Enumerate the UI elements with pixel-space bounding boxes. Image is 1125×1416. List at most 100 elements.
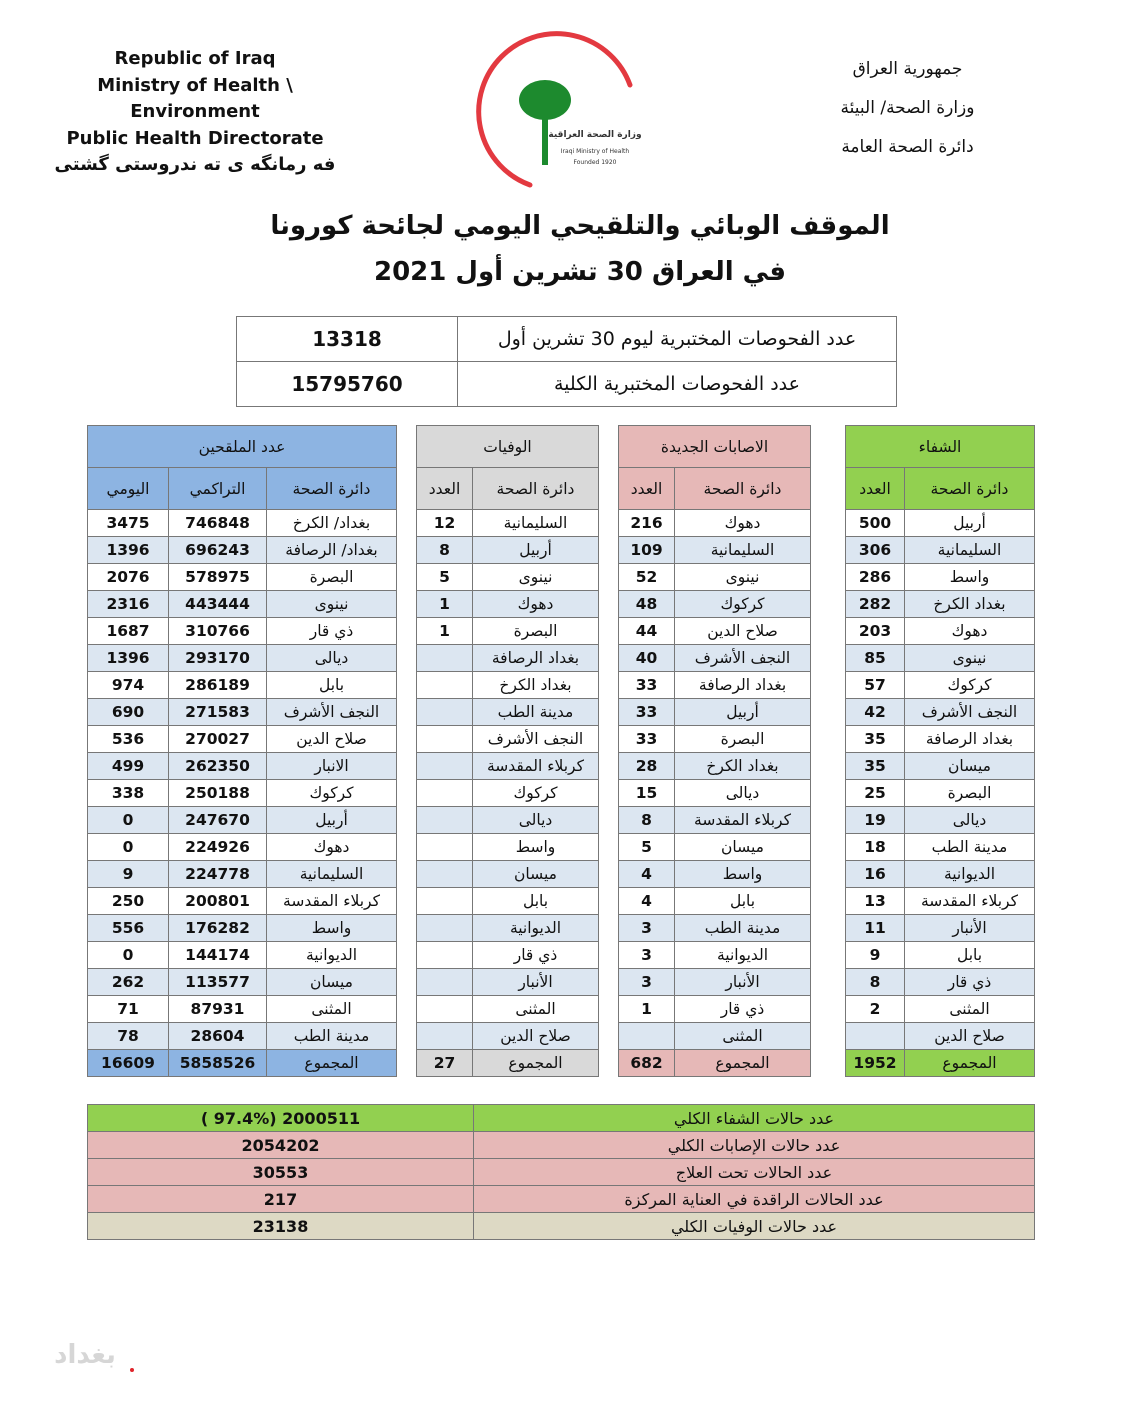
table-row: مدينة الطب 28604 78 — [86, 1022, 398, 1050]
district-cell: النجف الأشرف — [266, 698, 398, 726]
district-cell: المثنى — [472, 995, 599, 1023]
daily-cell: 499 — [86, 752, 170, 780]
district-cell: الأنبار — [472, 968, 599, 996]
count-cell — [617, 1022, 676, 1050]
count-cell: 8 — [617, 806, 676, 834]
table-title-row: الوفيات — [416, 425, 599, 468]
table-row: المثنى 2 — [845, 995, 1035, 1023]
column-header-daily: اليومي — [86, 467, 170, 510]
count-cell: 15 — [617, 779, 676, 807]
column-header-row: دائرة الصحة العدد — [416, 467, 599, 510]
table-row: بغداد الكرخ — [416, 671, 599, 699]
table-row: الأنبار 3 — [617, 968, 812, 996]
table-row: بغداد الكرخ 28 — [617, 752, 812, 780]
count-cell: 33 — [617, 671, 676, 699]
column-header-count: العدد — [416, 467, 473, 510]
table-row: ذي قار — [416, 941, 599, 969]
daily-cell: 536 — [86, 725, 170, 753]
district-cell: ديالى — [266, 644, 398, 672]
table-row: الديوانية 16 — [845, 860, 1035, 888]
district-cell: المثنى — [266, 995, 398, 1023]
table-row: نينوى 85 — [845, 644, 1035, 672]
district-cell: بغداد/ الرصافة — [266, 536, 398, 564]
count-cell: 52 — [617, 563, 676, 591]
total-label: المجموع — [472, 1049, 599, 1077]
column-header-cumulative: التراكمي — [168, 467, 268, 510]
table-row: الانبار 262350 499 — [86, 752, 398, 780]
district-cell: ميسان — [266, 968, 398, 996]
table-row: واسط 4 — [617, 860, 812, 888]
table-row: السليمانية 224778 9 — [86, 860, 398, 888]
district-cell: ميسان — [472, 860, 599, 888]
daily-cell: 1396 — [86, 644, 170, 672]
count-cell: 3 — [617, 914, 676, 942]
table-row: كربلاء المقدسة — [416, 752, 599, 780]
summary-value: 23138 — [87, 1212, 474, 1240]
district-cell: بغداد/ الكرخ — [266, 509, 398, 537]
header-republic-ar: جمهورية العراق — [852, 59, 963, 79]
district-cell: واسط — [266, 914, 398, 942]
table-row: ميسان 113577 262 — [86, 968, 398, 996]
cumulative-cell: 250188 — [168, 779, 268, 807]
count-cell — [416, 806, 473, 834]
count-cell: 306 — [845, 536, 905, 564]
table-row: السليمانية 12 — [416, 509, 599, 537]
district-cell: صلاح الدين — [472, 1022, 599, 1050]
summary-row: عدد الحالات الراقدة في العناية المركزة 21… — [87, 1185, 1035, 1213]
table-row: ذي قار 310766 1687 — [86, 617, 398, 645]
table-row: الديوانية — [416, 914, 599, 942]
cumulative-cell: 696243 — [168, 536, 268, 564]
count-cell: 28 — [617, 752, 676, 780]
table-row: النجف الأشرف 42 — [845, 698, 1035, 726]
count-cell: 5 — [617, 833, 676, 861]
district-cell: ذي قار — [266, 617, 398, 645]
table-row: كركوك 57 — [845, 671, 1035, 699]
cumulative-cell: 176282 — [168, 914, 268, 942]
table-row: النجف الأشرف 40 — [617, 644, 812, 672]
table-row: السليمانية 306 — [845, 536, 1035, 564]
summary-value: 30553 — [87, 1158, 474, 1186]
table-row: بابل 4 — [617, 887, 812, 915]
district-cell: بغداد الرصافة — [904, 725, 1035, 753]
district-cell: النجف الأشرف — [904, 698, 1035, 726]
count-cell: 3 — [617, 941, 676, 969]
district-cell: مدينة الطب — [904, 833, 1035, 861]
table-row: المثنى 87931 71 — [86, 995, 398, 1023]
count-cell: 4 — [617, 860, 676, 888]
table-row: مدينة الطب — [416, 698, 599, 726]
table-row: ديالى 19 — [845, 806, 1035, 834]
count-cell — [416, 671, 473, 699]
table-row: ميسان — [416, 860, 599, 888]
table-row: ميسان 5 — [617, 833, 812, 861]
cumulative-cell: 28604 — [168, 1022, 268, 1050]
district-cell: بابل — [266, 671, 398, 699]
count-cell — [416, 941, 473, 969]
daily-cell: 1687 — [86, 617, 170, 645]
district-cell: كربلاء المقدسة — [904, 887, 1035, 915]
count-cell — [416, 698, 473, 726]
column-header-district: دائرة الصحة — [266, 467, 398, 510]
tests-total-label: عدد الفحوصات المختبرية الكلية — [457, 361, 897, 407]
table-row: ذي قار 1 — [617, 995, 812, 1023]
count-cell — [416, 860, 473, 888]
count-cell: 33 — [617, 725, 676, 753]
header-directorate: Public Health Directorate — [66, 127, 324, 149]
summary-value: ( 97.4%) 2000511 — [87, 1104, 474, 1132]
district-cell: بابل — [674, 887, 812, 915]
header-kurdish: فه رمانگه ى ته ندروستى گشتى — [54, 154, 336, 175]
table-row: مدينة الطب 18 — [845, 833, 1035, 861]
total-cumulative: 5858526 — [168, 1049, 268, 1077]
table-row: دهوك 203 — [845, 617, 1035, 645]
daily-cell: 262 — [86, 968, 170, 996]
daily-cell: 71 — [86, 995, 170, 1023]
count-cell — [416, 995, 473, 1023]
daily-cell: 2316 — [86, 590, 170, 618]
count-cell: 9 — [845, 941, 905, 969]
district-cell: أربيل — [904, 509, 1035, 537]
district-cell: واسط — [472, 833, 599, 861]
district-cell: الديوانية — [674, 941, 812, 969]
table-row: نينوى 52 — [617, 563, 812, 591]
cumulative-cell: 293170 — [168, 644, 268, 672]
table-row: بغداد الرصافة — [416, 644, 599, 672]
